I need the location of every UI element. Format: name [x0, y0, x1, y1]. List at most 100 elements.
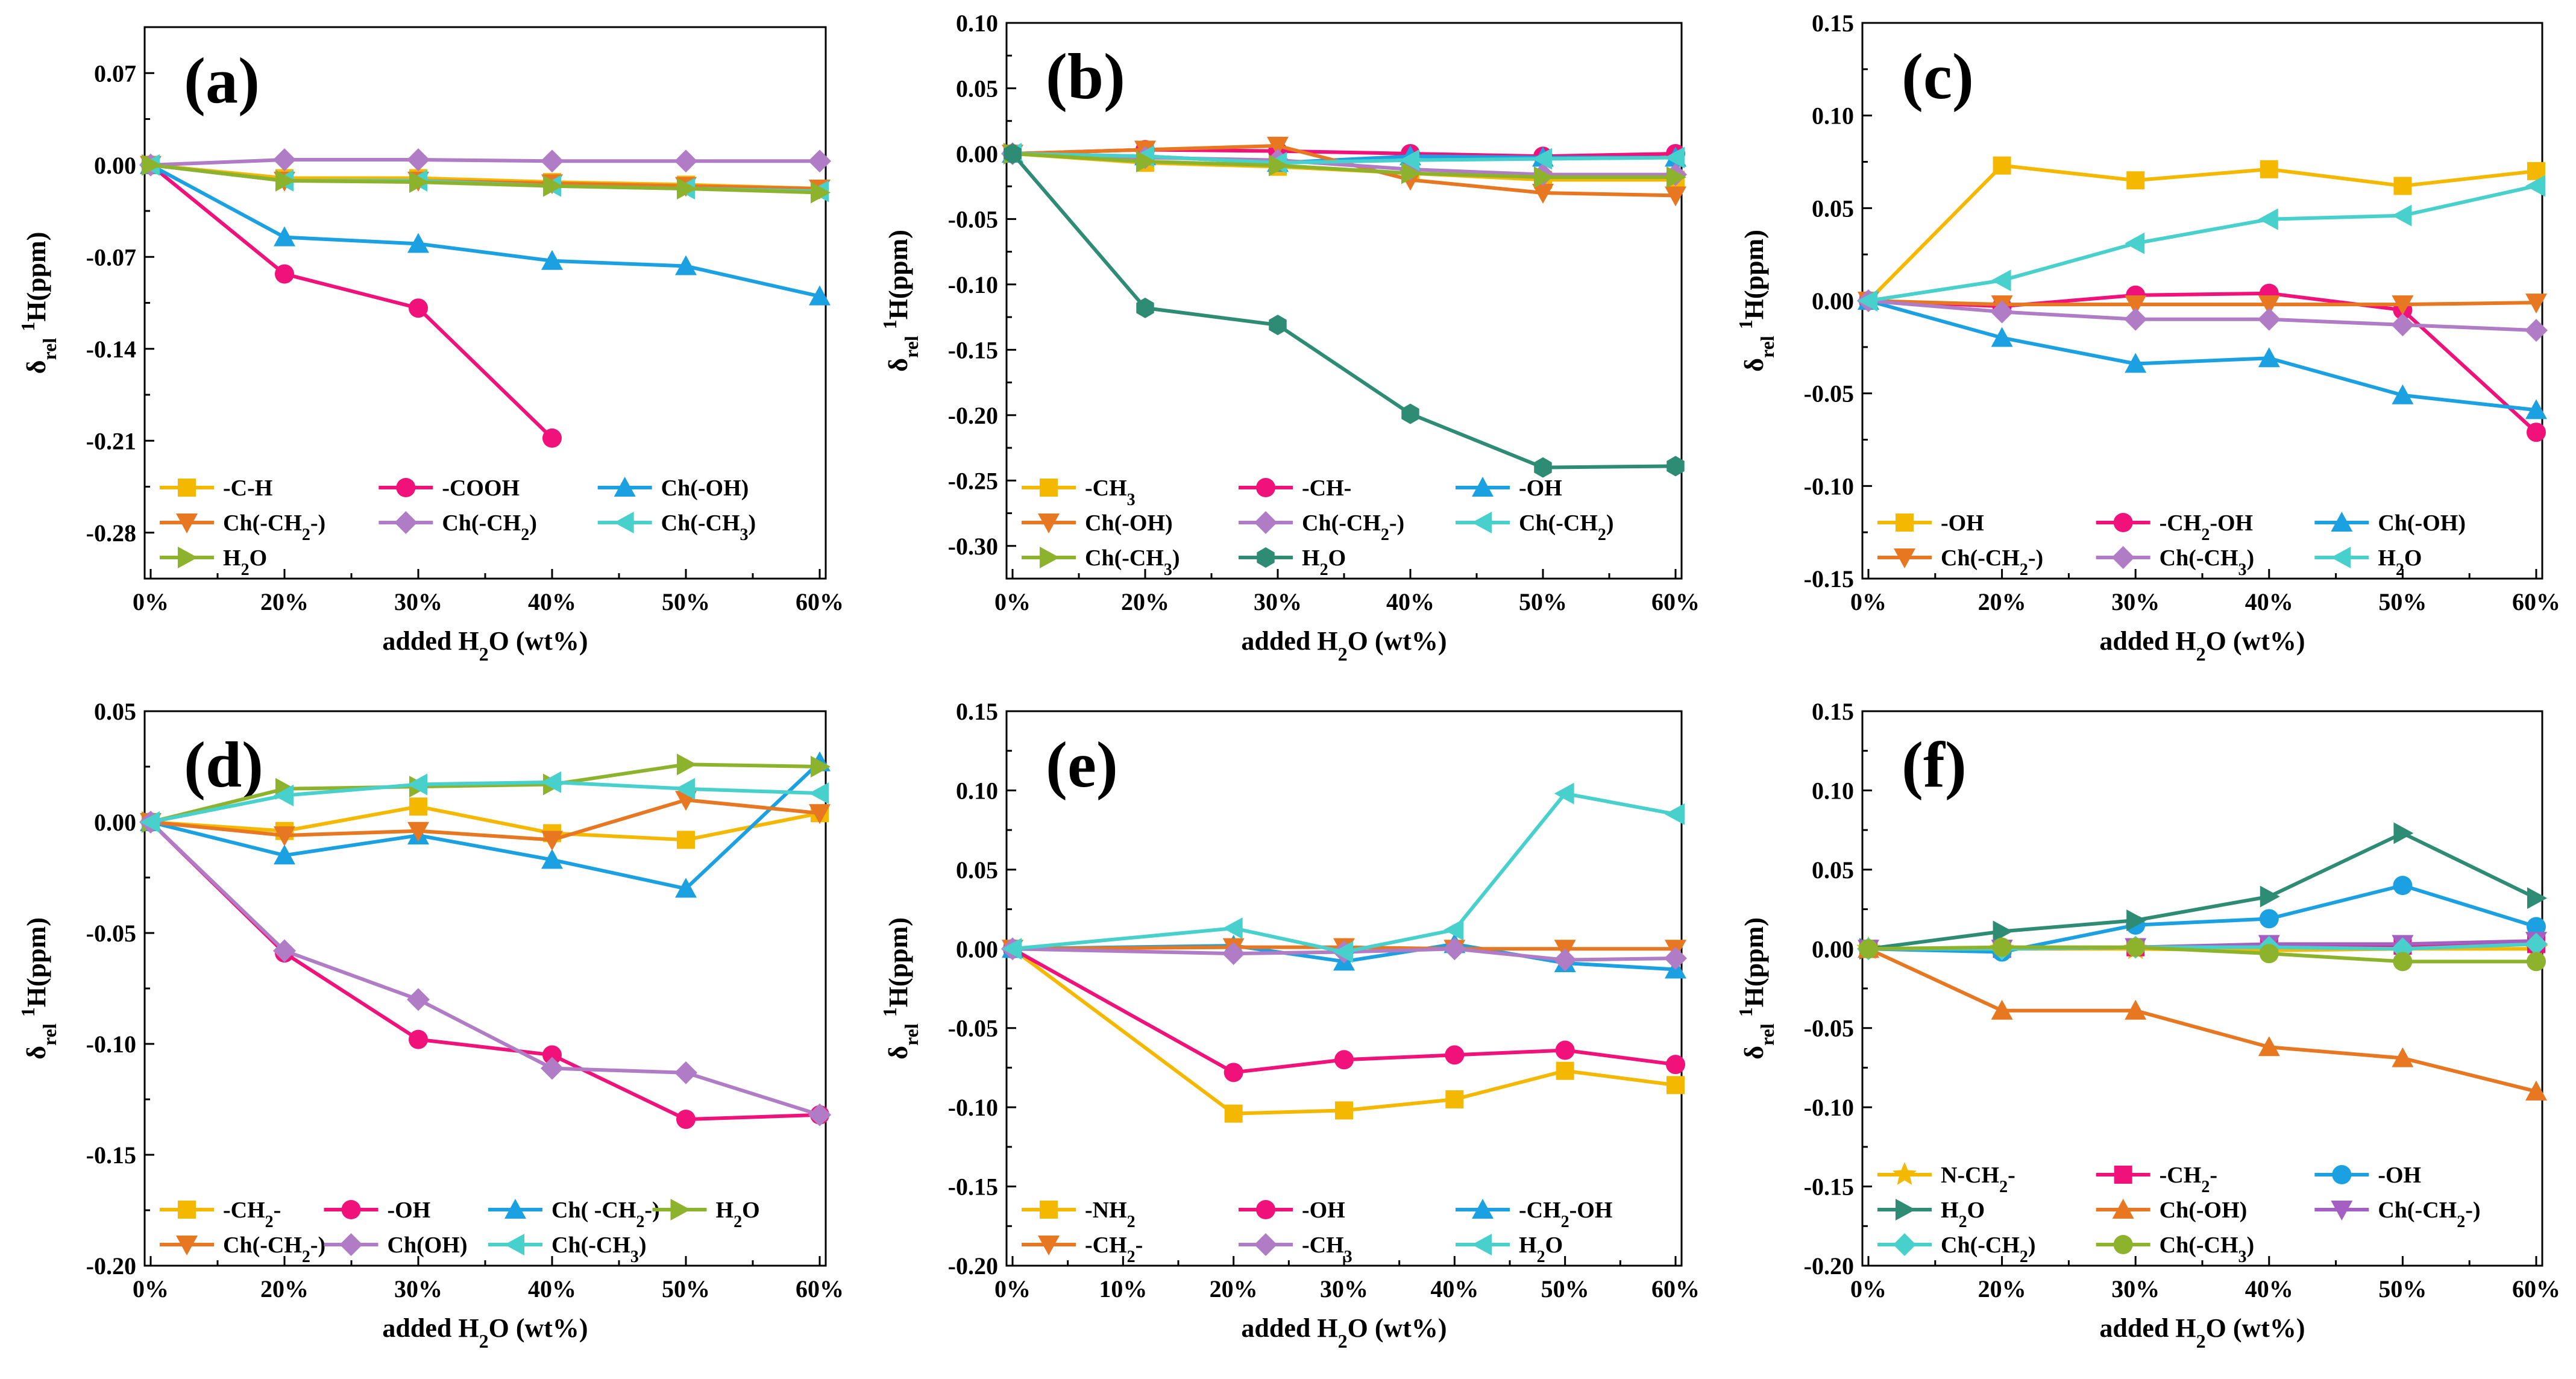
- legend-label: N-CH2-: [1941, 1163, 2015, 1196]
- y-tick-label: -0.10: [1804, 473, 1854, 500]
- data-point: [674, 149, 697, 173]
- chart-panel-f: 0.15 0.10 0.05 0.00 -0.05 -0.10 -0.15 -0.200% 20…: [1735, 698, 2560, 1352]
- y-tick-label: 0.00: [1812, 287, 1854, 315]
- y-tick-label: -0.10: [948, 271, 998, 298]
- data-point: [2392, 1047, 2414, 1067]
- legend-item: -C-H: [160, 476, 272, 501]
- y-tick-label: -0.05: [948, 1015, 998, 1042]
- legend-item: Ch(-CH3): [488, 1233, 647, 1266]
- legend-label: Ch(-CH3): [1085, 545, 1180, 579]
- legend-label: Ch(OH): [388, 1233, 468, 1258]
- data-point: [2527, 887, 2547, 909]
- legend-label: -COOH: [442, 476, 520, 501]
- data-point: [1445, 1045, 1465, 1065]
- y-tick-label: -0.20: [948, 1252, 998, 1280]
- data-point: [407, 821, 429, 842]
- data-point: [808, 149, 831, 173]
- data-point: [1334, 1050, 1354, 1070]
- legend-marker: [1257, 547, 1275, 568]
- data-point: [1993, 920, 2013, 943]
- legend-label: -CH3: [1085, 476, 1136, 509]
- y-tick-label: 0.00: [956, 140, 998, 168]
- x-tick-label: 30%: [2111, 1275, 2160, 1302]
- data-point: [1269, 154, 1289, 177]
- data-point: [2260, 885, 2280, 908]
- data-point: [1224, 1063, 1243, 1082]
- legend-marker: [1040, 479, 1058, 497]
- legend-marker: [178, 479, 196, 497]
- data-point: [2525, 294, 2547, 314]
- legend: N-CH2- -CH2- -OH H2O Ch(-OH) Ch(-CH2-) Ch(-CH2…: [1877, 1162, 2481, 1266]
- legend-item: Ch(-OH): [1022, 510, 1173, 536]
- legend-label: Ch(-OH): [661, 476, 749, 501]
- data-point: [407, 773, 427, 796]
- data-point: [1443, 937, 1466, 961]
- y-tick-label: 0.15: [1812, 698, 1854, 725]
- chart-panel-e: 0.15 0.10 0.05 0.00 -0.05 -0.10 -0.15 -0.200% 10…: [879, 698, 1700, 1352]
- legend-item: H2O: [160, 545, 267, 579]
- legend-label: Ch(-OH): [2160, 1198, 2248, 1223]
- legend-item: Ch(-OH): [597, 476, 749, 501]
- y-tick-label: 0.10: [1812, 102, 1854, 130]
- data-point: [542, 428, 562, 448]
- data-point: [1555, 1040, 1575, 1060]
- data-point: [142, 154, 162, 176]
- legend-marker: [2112, 1199, 2134, 1219]
- x-tick-label: 50%: [1519, 588, 1567, 615]
- legend-label: H2O: [2378, 545, 2422, 579]
- legend-label: Ch(-CH2-): [1941, 545, 2043, 579]
- legend-label: Ch(-CH2-): [223, 510, 325, 544]
- x-tick-label: 30%: [2111, 588, 2160, 615]
- data-point: [2393, 822, 2414, 844]
- data-point: [1224, 1104, 1243, 1123]
- x-tick-label: 0%: [1850, 588, 1886, 615]
- data-point: [811, 756, 831, 777]
- legend: -C-H -COOH Ch(-OH) Ch(-CH2-) Ch(-CH2) Ch(-CH3…: [160, 476, 756, 579]
- data-point: [2258, 347, 2280, 368]
- data-point: [1444, 919, 1464, 941]
- legend-item: Ch(-OH): [2096, 1198, 2248, 1223]
- legend-item: Ch(-CH3): [2096, 1233, 2254, 1266]
- legend-item: -CH2-: [1022, 1233, 1143, 1266]
- legend-label: -CH2-OH: [2160, 510, 2253, 544]
- legend-item: Ch(-CH3): [597, 510, 756, 544]
- series-line: [1868, 831, 2537, 951]
- data-point: [1556, 1061, 1574, 1080]
- x-tick-label: 40%: [2245, 588, 2293, 615]
- legend: -OH -CH2-OH Ch(-OH) Ch(-CH2-) Ch(-CH3) H2O: [1877, 510, 2466, 579]
- series-Ch(-OH): [1858, 290, 2547, 419]
- legend-marker: [176, 1236, 198, 1255]
- series-line: [1867, 947, 2537, 1093]
- data-point: [2125, 232, 2145, 254]
- data-point: [1004, 143, 1022, 164]
- series-H2O: [1004, 143, 1685, 478]
- data-point: [2124, 307, 2147, 331]
- y-tick-label: -0.28: [86, 520, 136, 547]
- legend-label: Ch(-CH3): [2160, 545, 2255, 579]
- data-point: [2392, 384, 2414, 404]
- data-point: [1222, 942, 1245, 966]
- data-point: [407, 233, 429, 253]
- data-point: [274, 844, 295, 865]
- y-tick-label: -0.25: [948, 467, 998, 494]
- y-tick-label: -0.15: [948, 1173, 998, 1201]
- data-point: [407, 988, 430, 1011]
- legend-item: -CH2-OH: [2096, 510, 2253, 544]
- x-tick-label: 30%: [1320, 1275, 1368, 1302]
- series-line: [1868, 184, 2537, 303]
- legend-item: -OH: [1456, 476, 1562, 501]
- data-point: [1664, 947, 1687, 970]
- series-H2O: [1859, 822, 2547, 960]
- legend-marker: [1893, 1233, 1916, 1256]
- legend-label: -CH2-OH: [1519, 1198, 1612, 1231]
- y-tick-label: 0.00: [956, 935, 998, 963]
- legend-item: Ch(-CH2-): [1877, 545, 2043, 579]
- legend-marker: [1472, 1234, 1492, 1255]
- y-tick-label: -0.15: [1804, 565, 1854, 592]
- series--OH: [1003, 939, 1685, 1082]
- legend-item: -OH: [1877, 510, 1984, 536]
- legend-label: Ch(-CH2): [442, 510, 537, 544]
- legend-label: H2O: [1302, 545, 1346, 579]
- legend-marker: [1256, 1200, 1275, 1219]
- data-point: [2527, 917, 2546, 937]
